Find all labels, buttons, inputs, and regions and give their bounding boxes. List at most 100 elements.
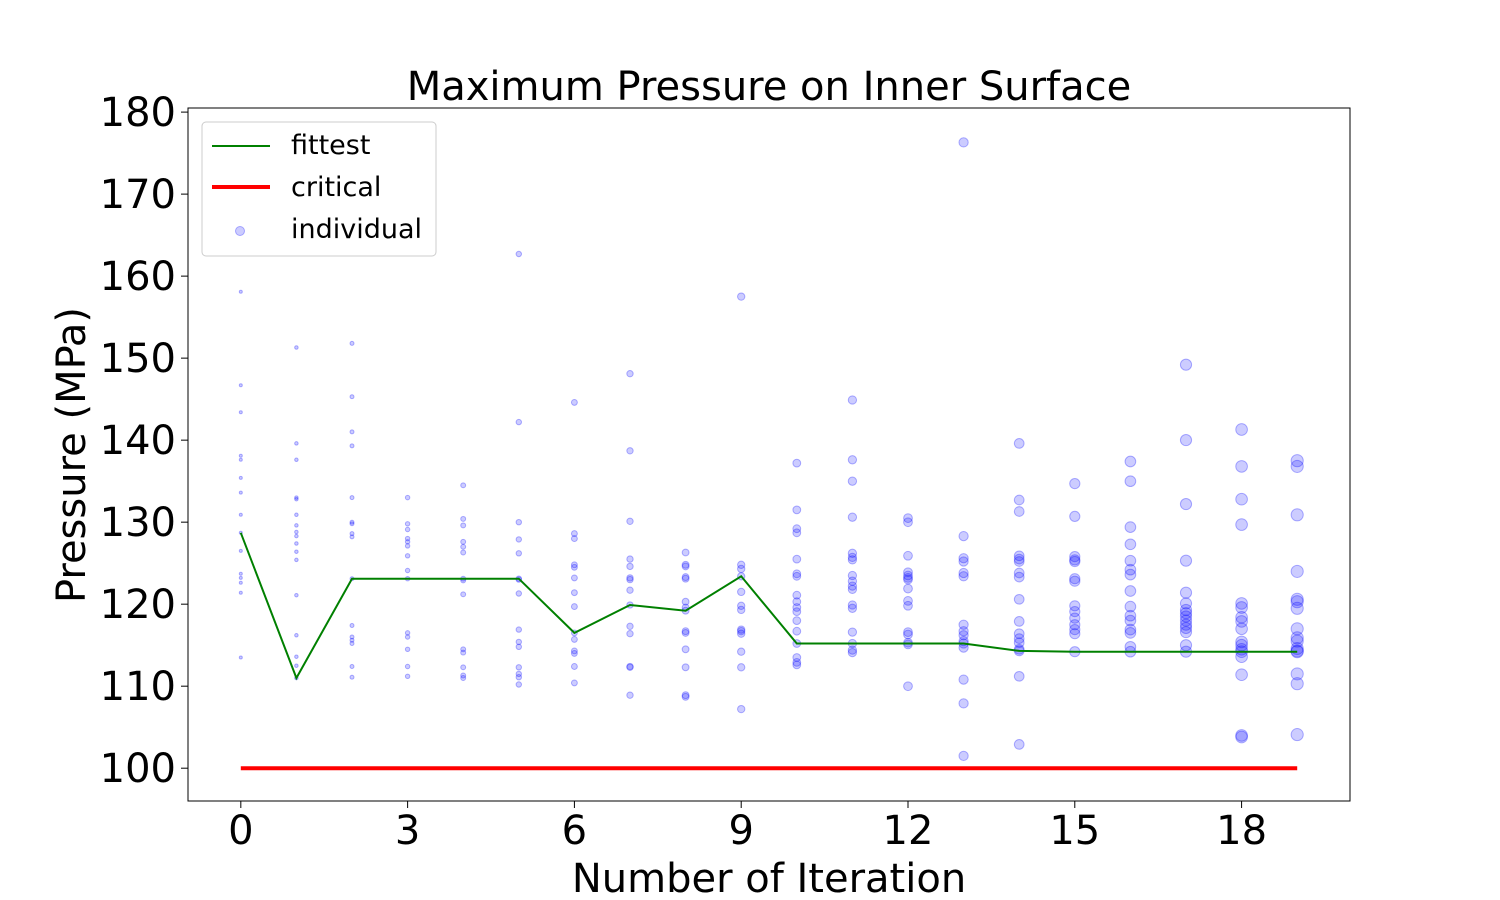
individual-point xyxy=(515,626,522,633)
legend-critical-label: critical xyxy=(291,172,381,203)
individual-point xyxy=(404,673,411,680)
legend-box xyxy=(201,121,437,257)
individual-point xyxy=(1179,434,1193,447)
individual-point xyxy=(460,646,467,653)
plot-area xyxy=(238,137,1304,771)
y-axis-label: Pressure (MPa) xyxy=(49,307,95,603)
individual-point xyxy=(681,663,690,672)
individual-point xyxy=(1290,508,1304,522)
individual-point xyxy=(903,583,913,594)
individual-point xyxy=(903,681,913,692)
individual-point xyxy=(903,574,913,585)
individual-point xyxy=(847,581,858,591)
individual-point xyxy=(1124,538,1137,551)
individual-point xyxy=(847,645,858,655)
individual-point xyxy=(958,530,969,542)
individual-point xyxy=(847,395,858,405)
individual-point xyxy=(1013,637,1025,649)
individual-point xyxy=(294,496,299,502)
individual-point xyxy=(238,590,243,595)
y-tick-label: 170 xyxy=(100,172,176,218)
individual-point xyxy=(903,600,913,611)
individual-point xyxy=(847,512,858,522)
individual-point xyxy=(847,647,858,658)
individual-point xyxy=(1069,551,1081,563)
x-tick-label: 18 xyxy=(1216,808,1267,854)
individual-point xyxy=(1013,553,1025,565)
individual-point xyxy=(404,526,411,533)
individual-point xyxy=(404,535,411,542)
individual-point xyxy=(1069,575,1081,587)
individual-point xyxy=(515,670,522,678)
individual-point xyxy=(792,524,802,534)
individual-point xyxy=(681,628,690,637)
individual-point xyxy=(681,560,690,569)
individual-point xyxy=(792,653,802,662)
individual-point xyxy=(1069,555,1081,568)
individual-point xyxy=(349,531,355,537)
individual-point xyxy=(792,505,802,515)
individual-point xyxy=(404,567,411,574)
individual-point xyxy=(1013,494,1025,506)
individual-point xyxy=(460,522,467,529)
individual-point xyxy=(1069,478,1081,490)
individual-point xyxy=(349,634,355,640)
x-axis: 0 3 6 9 12 15 18 xyxy=(228,801,1267,854)
individual-point xyxy=(1290,728,1304,742)
individual-point xyxy=(1013,506,1025,517)
individual-point xyxy=(1069,600,1081,612)
individual-point xyxy=(1179,597,1193,610)
individual-point xyxy=(903,627,913,637)
individual-point xyxy=(570,563,578,571)
individual-point xyxy=(681,627,690,636)
individual-point xyxy=(1124,600,1137,613)
x-axis-label: Number of Iteration xyxy=(572,856,966,900)
individual-point xyxy=(792,528,802,538)
individual-point xyxy=(958,137,969,148)
individual-point xyxy=(847,570,858,581)
individual-point xyxy=(1290,677,1304,691)
individual-point xyxy=(737,647,746,656)
individual-point xyxy=(681,573,690,582)
individual-point xyxy=(294,457,299,463)
individual-point xyxy=(737,587,746,597)
individual-point xyxy=(903,629,913,640)
individual-point xyxy=(515,643,522,650)
individual-point xyxy=(238,571,243,576)
individual-point xyxy=(847,627,858,637)
individual-point xyxy=(1124,554,1137,567)
individual-point xyxy=(903,550,913,561)
individual-point xyxy=(349,521,355,527)
individual-point xyxy=(792,616,802,625)
individual-point xyxy=(515,681,522,688)
individual-point xyxy=(294,345,299,350)
individual-point xyxy=(404,494,411,501)
individual-point xyxy=(681,597,690,606)
x-tick-label: 6 xyxy=(562,808,587,854)
individual-point xyxy=(515,536,522,543)
individual-point xyxy=(1013,616,1025,627)
individual-point xyxy=(515,519,522,526)
individual-point xyxy=(1235,615,1248,628)
individual-point xyxy=(1124,585,1137,597)
individual-point xyxy=(792,590,802,600)
individual-point xyxy=(626,630,634,638)
individual-point xyxy=(1179,621,1193,635)
legend-fittest-label: fittest xyxy=(291,130,370,161)
individual-point xyxy=(958,619,969,630)
individual-point xyxy=(681,692,690,701)
individual-point xyxy=(1235,668,1248,682)
individual-point xyxy=(460,664,467,671)
y-tick-label: 130 xyxy=(100,500,176,546)
individual-point xyxy=(404,634,411,640)
individual-point xyxy=(238,453,243,458)
individual-point xyxy=(1124,609,1137,622)
individual-point xyxy=(903,596,913,606)
individual-point xyxy=(1179,607,1193,620)
individual-point xyxy=(847,584,858,595)
individual-point xyxy=(404,553,411,559)
individual-point xyxy=(903,513,913,523)
individual-point xyxy=(294,592,299,598)
individual-point xyxy=(681,645,690,654)
